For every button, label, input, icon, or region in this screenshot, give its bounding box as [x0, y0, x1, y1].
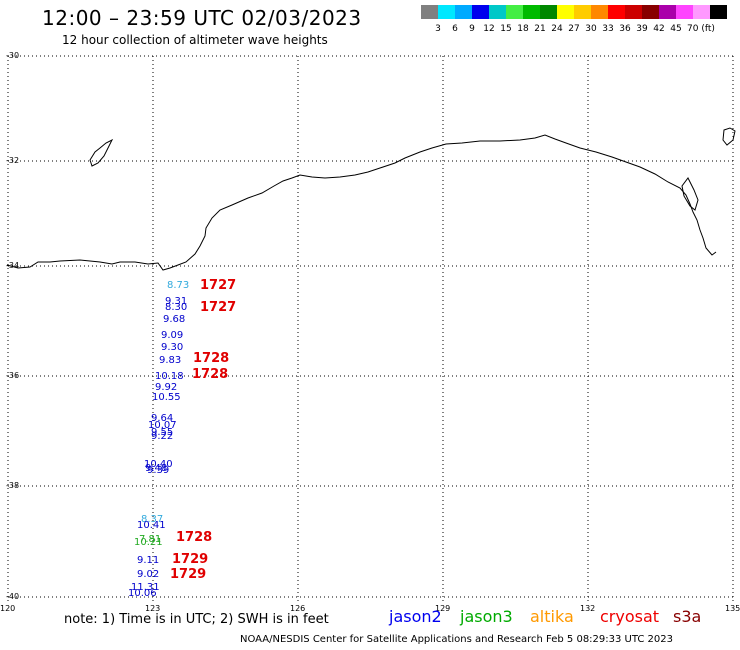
colorbar-swatch	[693, 5, 710, 19]
colorbar-label: 27	[568, 24, 580, 34]
colorbar-label: 3	[435, 24, 441, 34]
colorbar-label: 6	[452, 24, 458, 34]
wave-height-value: 9.64	[151, 413, 174, 424]
latitude-label: -32	[6, 156, 20, 165]
gulf-outline	[681, 177, 699, 211]
satellite-legend-item: altika	[530, 607, 574, 626]
colorbar-swatch	[591, 5, 608, 19]
wave-height-value: 11.31	[131, 582, 160, 593]
colorbar-swatch	[557, 5, 574, 19]
note-text: note: 1) Time is in UTC; 2) SWH is in fe…	[64, 612, 329, 627]
colorbar-swatch	[710, 5, 727, 19]
pass-time-label: 1727	[200, 300, 237, 315]
longitude-label: 126	[290, 604, 306, 613]
map-title: 12:00 – 23:59 UTC 02/03/2023	[42, 6, 362, 30]
satellite-legend-item: cryosat	[600, 607, 660, 626]
colorbar-swatch	[523, 5, 540, 19]
colorbar-label: 15	[500, 24, 512, 34]
colorbar-swatch	[676, 5, 693, 19]
wave-height-value: 9.09	[161, 330, 184, 341]
colorbar-swatch	[489, 5, 506, 19]
colorbar-swatch	[455, 5, 472, 19]
colorbar-swatch	[438, 5, 455, 19]
wave-height-value: 8.37	[141, 514, 164, 525]
longitude-label: 120	[0, 604, 16, 613]
wave-height-value: 10.06	[128, 588, 157, 599]
island-east	[722, 127, 736, 146]
wave-height-value: 10.41	[137, 520, 166, 531]
colorbar-label: 12	[483, 24, 495, 34]
colorbar-swatch	[659, 5, 676, 19]
latitude-label: -38	[6, 481, 20, 490]
wave-height-value: 10.18	[155, 371, 184, 382]
wave-height-value: 10.40	[144, 459, 173, 470]
wave-height-value: 9.55	[151, 427, 174, 438]
coastline	[6, 127, 736, 271]
wave-height-value: 10.07	[148, 420, 177, 431]
colorbar-label: 70 (ft)	[687, 24, 715, 34]
pass-time-label: 1727	[200, 278, 237, 293]
longitude-label: 123	[145, 604, 161, 613]
satellite-legend-item: jason2	[389, 607, 442, 626]
wave-height-value: 9.11	[137, 555, 160, 566]
graticule	[7, 55, 734, 603]
wave-height-value: 8.73	[167, 280, 190, 291]
colorbar-label: 9	[469, 24, 475, 34]
longitude-label: 132	[580, 604, 596, 613]
pass-time-label: 1728	[193, 351, 230, 366]
latitude-label: -36	[6, 371, 20, 380]
wave-height-value: 10.21	[134, 537, 163, 548]
satellite-legend-item: s3a	[673, 607, 702, 626]
colorbar-label: 24	[551, 24, 563, 34]
colorbar-swatch	[421, 5, 438, 19]
colorbar-label: 21	[534, 24, 546, 34]
wave-height-value: 9.31	[165, 296, 188, 307]
colorbar-swatch	[642, 5, 659, 19]
colorbar-label: 18	[517, 24, 529, 34]
wave-height-value: 8.30	[165, 302, 188, 313]
colorbar-label: 30	[585, 24, 597, 34]
colorbar-swatch	[625, 5, 642, 19]
wave-height-value: 9.22	[151, 431, 174, 442]
wave-height-value: 9.83	[159, 355, 182, 366]
colorbar-swatch	[608, 5, 625, 19]
colorbar-label: 45	[670, 24, 682, 34]
colorbar-swatch	[574, 5, 591, 19]
longitude-label: 129	[435, 604, 451, 613]
wave-height-value: 9.02	[137, 569, 160, 580]
wave-height-value: 9.92	[155, 382, 178, 393]
pass-time-label: 1729	[170, 567, 207, 582]
latitude-label: -30	[6, 51, 20, 60]
latitude-label: -34	[6, 261, 20, 270]
wave-height-value: 9.39	[147, 465, 170, 476]
australia-southern-coastline	[6, 134, 717, 271]
wave-height-value: 7.81	[139, 534, 162, 545]
satellite-legend-item: jason3	[460, 607, 513, 626]
colorbar-label: 36	[619, 24, 631, 34]
pass-time-label: 1728	[192, 367, 229, 382]
pass-time-label: 1729	[172, 552, 209, 567]
credit-footer: NOAA/NESDIS Center for Satellite Applica…	[240, 634, 673, 645]
latitude-label: -40	[6, 592, 20, 601]
pass-time-label: 1728	[176, 530, 213, 545]
colorbar-label: 42	[653, 24, 665, 34]
map-subtitle: 12 hour collection of altimeter wave hei…	[62, 33, 328, 47]
colorbar-label: 33	[602, 24, 614, 34]
wave-height-value: 9.68	[163, 314, 186, 325]
colorbar-swatch	[540, 5, 557, 19]
colorbar-swatch	[472, 5, 489, 19]
colorbar-swatch	[506, 5, 523, 19]
island-west	[89, 138, 114, 167]
colorbar-label: 39	[636, 24, 648, 34]
wave-height-value: 10.55	[152, 392, 181, 403]
longitude-label: 135	[725, 604, 740, 613]
wave-height-value: 9.30	[161, 342, 184, 353]
wave-height-value: 9.48	[145, 463, 168, 474]
